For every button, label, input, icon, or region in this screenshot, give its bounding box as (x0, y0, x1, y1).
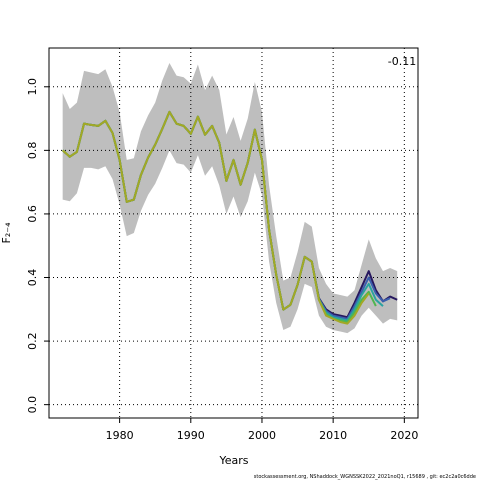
y-tick-label: 0.6 (26, 205, 39, 223)
annotation: -0.11 (388, 55, 416, 68)
y-tick-label: 1.0 (26, 78, 39, 96)
x-tick-label: 2000 (248, 429, 276, 442)
y-tick-label: 0.2 (26, 332, 39, 350)
plot-frame (48, 47, 419, 419)
confidence-band (62, 62, 398, 334)
y-tick-label: 0.4 (26, 269, 39, 287)
x-tick-label: 1990 (177, 429, 205, 442)
series-line (62, 110, 370, 325)
x-axis-label: Years (218, 454, 248, 467)
y-tick-label: 0.8 (26, 142, 39, 160)
y-axis-label: F₂₋₄ (0, 222, 13, 244)
y-tick-label: 0.0 (26, 396, 39, 414)
x-tick-label: 2020 (390, 429, 418, 442)
x-tick-label: 2010 (319, 429, 347, 442)
footer: stockassessment.org, NShaddock_WGNSSK202… (254, 474, 476, 480)
x-tick-label: 1980 (106, 429, 134, 442)
